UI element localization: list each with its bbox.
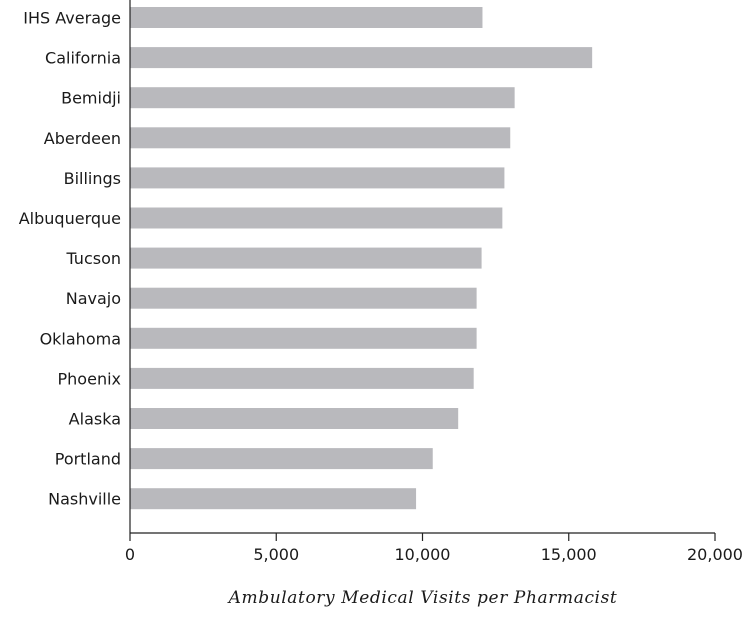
category-label-billings: Billings xyxy=(64,169,121,188)
category-label-california: California xyxy=(45,49,121,68)
bar-tucson xyxy=(130,247,482,269)
x-axis-title: Ambulatory Medical Visits per Pharmacist xyxy=(227,588,618,608)
category-label-nashville: Nashville xyxy=(48,490,121,509)
category-labels-group: IHS Average California Bemidji Aberdeen Bill… xyxy=(19,9,121,509)
category-label-ihs-average: IHS Average xyxy=(23,9,121,28)
bars-group xyxy=(130,7,593,510)
x-tick-label-3: 15,000 xyxy=(541,545,597,564)
x-tick-label-4: 20,000 xyxy=(687,545,743,564)
x-tick-label-0: 0 xyxy=(125,545,135,564)
x-tick-label-2: 10,000 xyxy=(395,545,451,564)
bar-oklahoma xyxy=(130,327,477,349)
x-tick-label-1: 5,000 xyxy=(253,545,299,564)
category-label-phoenix: Phoenix xyxy=(58,369,121,388)
category-label-navajo: Navajo xyxy=(66,289,121,308)
category-label-aberdeen: Aberdeen xyxy=(44,129,121,148)
category-label-portland: Portland xyxy=(55,450,121,469)
bar-nashville xyxy=(130,488,417,510)
bar-california xyxy=(130,47,593,69)
bar-albuquerque xyxy=(130,207,503,229)
category-label-albuquerque: Albuquerque xyxy=(19,209,121,228)
bar-ihs-average xyxy=(130,7,483,28)
category-label-bemidji: Bemidji xyxy=(61,89,121,108)
x-axis: 0 5,000 10,000 15,000 20,000 xyxy=(125,0,743,564)
bar-portland xyxy=(130,448,433,470)
bar-billings xyxy=(130,167,505,189)
bar-phoenix xyxy=(130,367,474,389)
bar-bemidji xyxy=(130,87,515,109)
category-label-oklahoma: Oklahoma xyxy=(40,329,121,348)
category-label-tucson: Tucson xyxy=(65,249,121,268)
bar-aberdeen xyxy=(130,127,511,149)
bar-navajo xyxy=(130,287,477,309)
bar-alaska xyxy=(130,408,459,429)
category-label-alaska: Alaska xyxy=(69,410,121,429)
